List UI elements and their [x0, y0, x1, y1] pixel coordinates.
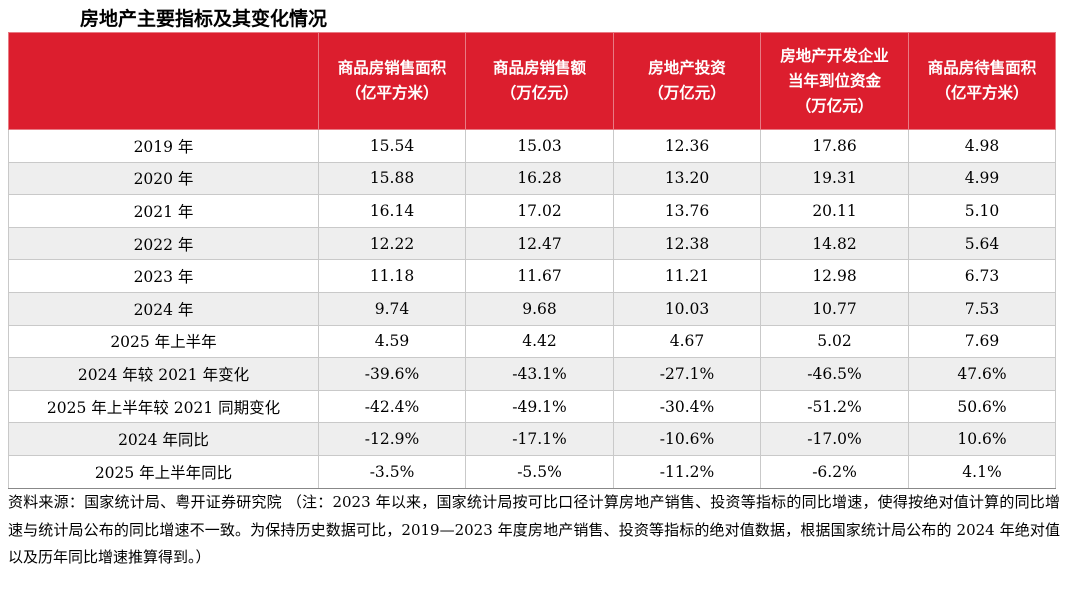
header-line: 当年到位资金: [787, 71, 881, 90]
header-unit: （亿平方米）: [935, 84, 1029, 102]
indicators-table: 商品房销售面积 （亿平方米） 商品房销售额 （万亿元） 房地产投资 （万亿元） …: [8, 32, 1056, 489]
row-label: 2025 年上半年同比: [8, 454, 319, 489]
table-cell: -51.2%: [760, 389, 909, 424]
header-line: 商品房销售面积: [337, 59, 447, 77]
table-cell: 16.28: [465, 161, 614, 196]
table-cell: 9.74: [318, 291, 466, 326]
table-row: 2019 年 15.54 15.03 12.36 17.86 4.98: [8, 129, 1056, 163]
table-cell: 10.03: [613, 291, 761, 326]
header-sales-area: 商品房销售面积 （亿平方米）: [318, 32, 466, 130]
header-unit: （万亿元）: [795, 96, 874, 115]
table-cell: 12.47: [465, 226, 614, 261]
table-cell: -46.5%: [760, 357, 909, 391]
table-cell: 4.42: [465, 324, 614, 359]
table-header: 商品房销售面积 （亿平方米） 商品房销售额 （万亿元） 房地产投资 （万亿元） …: [8, 32, 1056, 130]
table-cell: 10.6%: [908, 422, 1056, 456]
table-row: 2023 年 11.18 11.67 11.21 12.98 6.73: [8, 259, 1056, 293]
row-label: 2021 年: [8, 194, 319, 228]
table-cell: 13.20: [613, 161, 761, 196]
table-cell: 15.88: [318, 161, 466, 196]
table-cell: -3.5%: [318, 454, 466, 489]
row-label: 2025 年上半年较 2021 同期变化: [8, 389, 319, 424]
table-cell: 11.21: [613, 259, 761, 293]
table-cell: -17.1%: [465, 422, 614, 456]
table-cell: 4.59: [318, 324, 466, 359]
table-cell: 5.02: [760, 324, 909, 359]
row-label: 2019 年: [8, 129, 319, 163]
table-cell: 10.77: [760, 291, 909, 326]
table-row: 2022 年 12.22 12.47 12.38 14.82 5.64: [8, 226, 1056, 261]
row-label: 2023 年: [8, 259, 319, 293]
row-label: 2025 年上半年: [8, 324, 319, 359]
table-row: 2025 年上半年较 2021 同期变化 -42.4% -49.1% -30.4…: [8, 389, 1056, 424]
source-note: 资料来源：国家统计局、粤开证券研究院 （注：2023 年以来，国家统计局按可比口…: [8, 493, 1060, 566]
table-row: 2025 年上半年 4.59 4.42 4.67 5.02 7.69: [8, 324, 1056, 359]
table-cell: -5.5%: [465, 454, 614, 489]
table-cell: 15.03: [465, 129, 614, 163]
table-cell: 19.31: [760, 161, 909, 196]
table-cell: 9.68: [465, 291, 614, 326]
table-cell: 16.14: [318, 194, 466, 228]
table-cell: 17.86: [760, 129, 909, 163]
header-corner: [8, 32, 319, 130]
table-row: 2024 年较 2021 年变化 -39.6% -43.1% -27.1% -4…: [8, 357, 1056, 391]
table-cell: 6.73: [908, 259, 1056, 293]
header-line: 商品房销售额: [492, 59, 586, 77]
table-cell: 4.98: [908, 129, 1056, 163]
header-unit: （万亿元）: [500, 84, 579, 102]
table-cell: 12.36: [613, 129, 761, 163]
table-cell: 12.98: [760, 259, 909, 293]
table-cell: -11.2%: [613, 454, 761, 489]
table-cell: -17.0%: [760, 422, 909, 456]
table-cell: 4.99: [908, 161, 1056, 196]
table-cell: -27.1%: [613, 357, 761, 391]
table-cell: 5.10: [908, 194, 1056, 228]
header-funds: 房地产开发企业 当年到位资金 （万亿元）: [760, 32, 909, 130]
table-cell: 12.22: [318, 226, 466, 261]
table-cell: 11.18: [318, 259, 466, 293]
table-cell: 12.38: [613, 226, 761, 261]
table-cell: 14.82: [760, 226, 909, 261]
table-cell: 4.67: [613, 324, 761, 359]
table-cell: -10.6%: [613, 422, 761, 456]
header-line: 房地产开发企业: [780, 46, 889, 65]
row-label: 2022 年: [8, 226, 319, 261]
header-unsold-area: 商品房待售面积 （亿平方米）: [908, 32, 1056, 130]
table-cell: 7.69: [908, 324, 1056, 359]
table-cell: -12.9%: [318, 422, 466, 456]
table-cell: 47.6%: [908, 357, 1056, 391]
table-row: 2024 年同比 -12.9% -17.1% -10.6% -17.0% 10.…: [8, 422, 1056, 456]
row-label: 2024 年较 2021 年变化: [8, 357, 319, 391]
table-cell: 5.64: [908, 226, 1056, 261]
row-label: 2020 年: [8, 161, 319, 196]
table-cell: 4.1%: [908, 454, 1056, 489]
header-unit: （亿平方米）: [345, 84, 439, 102]
header-line: 房地产投资: [648, 59, 726, 77]
header-line: 商品房待售面积: [927, 59, 1037, 77]
table-cell: 15.54: [318, 129, 466, 163]
table-cell: -39.6%: [318, 357, 466, 391]
table-cell: -6.2%: [760, 454, 909, 489]
table-cell: -30.4%: [613, 389, 761, 424]
table-title: 房地产主要指标及其变化情况: [80, 8, 328, 30]
table-cell: 7.53: [908, 291, 1056, 326]
table-row: 2020 年 15.88 16.28 13.20 19.31 4.99: [8, 161, 1056, 196]
header-investment: 房地产投资 （万亿元）: [613, 32, 761, 130]
table-cell: -42.4%: [318, 389, 466, 424]
table-body: 2019 年 15.54 15.03 12.36 17.86 4.98 2020…: [8, 129, 1056, 489]
table-cell: 20.11: [760, 194, 909, 228]
header-sales-amount: 商品房销售额 （万亿元）: [465, 32, 614, 130]
table-cell: 13.76: [613, 194, 761, 228]
row-label: 2024 年: [8, 291, 319, 326]
header-unit: （万亿元）: [648, 84, 726, 102]
table-cell: 50.6%: [908, 389, 1056, 424]
table-cell: 11.67: [465, 259, 614, 293]
table-row: 2025 年上半年同比 -3.5% -5.5% -11.2% -6.2% 4.1…: [8, 454, 1056, 489]
table-row: 2024 年 9.74 9.68 10.03 10.77 7.53: [8, 291, 1056, 326]
table-cell: -49.1%: [465, 389, 614, 424]
row-label: 2024 年同比: [8, 422, 319, 456]
table-cell: 17.02: [465, 194, 614, 228]
table-row: 2021 年 16.14 17.02 13.76 20.11 5.10: [8, 194, 1056, 228]
table-cell: -43.1%: [465, 357, 614, 391]
